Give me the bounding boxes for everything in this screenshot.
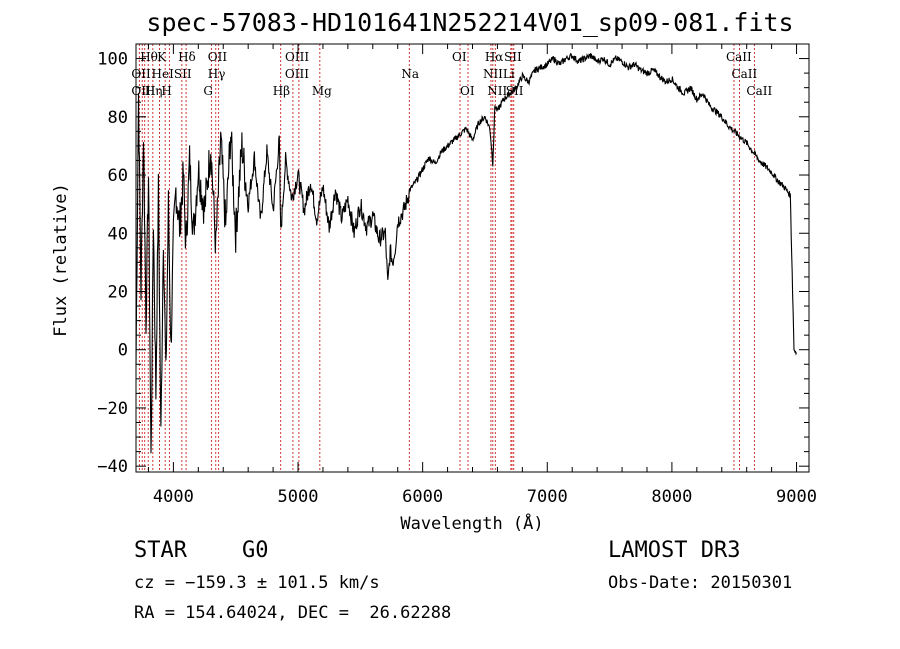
- y-tick-label: 20: [108, 282, 128, 302]
- line-label: H: [161, 84, 171, 98]
- line-label: Hα: [485, 50, 504, 64]
- line-label: SII: [504, 50, 522, 64]
- line-label: OI: [452, 50, 467, 64]
- line-label: Li: [503, 67, 515, 81]
- line-label: OII: [131, 67, 151, 81]
- line-label: K: [157, 50, 167, 64]
- line-label: NII: [487, 84, 507, 98]
- y-axis-ticks: −40 −20 0 20 40 60 80 100: [97, 50, 809, 477]
- line-label: OII: [208, 50, 228, 64]
- flux-series-line: [135, 52, 798, 454]
- object-class: STAR: [134, 538, 187, 563]
- line-label: OI: [460, 84, 475, 98]
- x-tick-label: 5000: [278, 487, 319, 507]
- line-label: CaII: [746, 84, 772, 98]
- line-label: Na: [401, 67, 419, 81]
- line-label: NII: [483, 67, 503, 81]
- survey-name: LAMOST DR3: [608, 538, 741, 563]
- y-tick-label: −20: [97, 399, 128, 419]
- x-axis-label: Wavelength (Å): [400, 512, 543, 534]
- line-label: Hη: [145, 84, 163, 98]
- object-subclass: G0: [242, 538, 269, 563]
- line-label: Hθ: [140, 50, 158, 64]
- chart-title: spec-57083-HD101641N252214V01_sp09-081.f…: [146, 8, 794, 37]
- redshift-cz: cz = −159.3 ± 101.5 km/s: [134, 573, 380, 593]
- line-label: G: [203, 84, 213, 98]
- y-tick-label: 0: [118, 341, 128, 361]
- plot-frame: [135, 43, 810, 473]
- line-label: Hδ: [178, 50, 196, 64]
- line-label: Mg: [312, 84, 332, 98]
- x-tick-label: 8000: [651, 487, 692, 507]
- line-label: OIII: [285, 67, 309, 81]
- line-label: Hβ: [273, 84, 290, 98]
- x-tick-label: 7000: [527, 487, 568, 507]
- line-label: Hγ: [208, 67, 226, 81]
- y-tick-label: 40: [108, 224, 128, 244]
- y-tick-label: 60: [108, 166, 128, 186]
- line-label: SII: [174, 67, 192, 81]
- x-tick-label: 9000: [776, 487, 817, 507]
- x-axis-ticks: 4000 5000 6000 7000 8000 9000: [147, 44, 817, 507]
- line-label: CaII: [731, 67, 757, 81]
- y-tick-label: −40: [97, 457, 128, 477]
- x-tick-label: 6000: [402, 487, 443, 507]
- emission-line-markers: [138, 44, 755, 472]
- y-axis-label: Flux (relative): [51, 183, 71, 337]
- y-tick-label: 80: [108, 108, 128, 128]
- line-label: HeI: [152, 67, 175, 81]
- y-tick-label: 100: [97, 50, 128, 70]
- line-label: OIII: [285, 50, 309, 64]
- x-tick-label: 4000: [153, 487, 194, 507]
- observation-date: Obs-Date: 20150301: [608, 573, 793, 593]
- line-label: CaII: [726, 50, 752, 64]
- ra-dec-coordinates: RA = 154.64024, DEC = 26.62288: [134, 603, 452, 623]
